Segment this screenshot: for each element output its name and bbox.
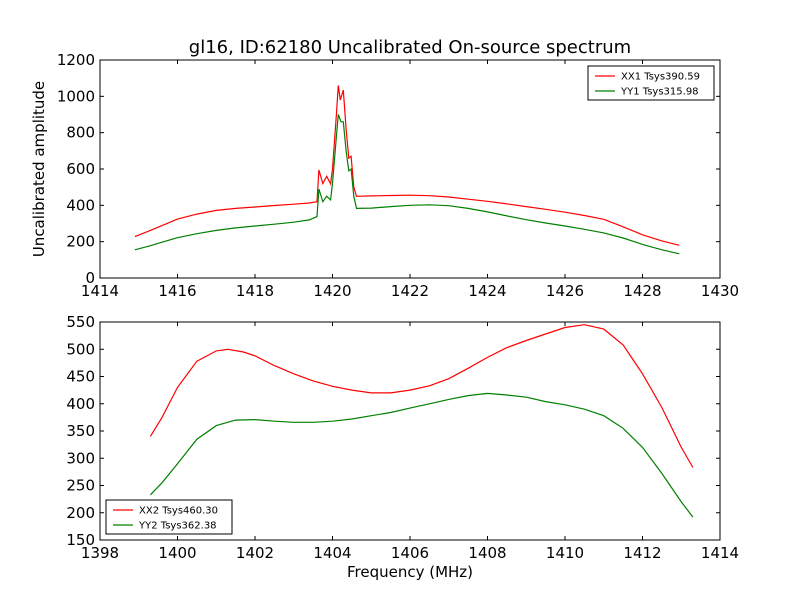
y-tick-label: 250 (66, 477, 95, 495)
series-line-xx1 (134, 85, 680, 246)
x-tick-label: 1422 (391, 282, 429, 300)
y-tick-label: 200 (66, 504, 95, 522)
x-tick-label: 1428 (623, 282, 661, 300)
legend-entry: XX1 Tsys390.59 (621, 72, 700, 83)
y-tick-label: 1000 (57, 87, 95, 105)
y-tick-label: 550 (66, 313, 95, 331)
series-line-yy1 (134, 114, 680, 255)
x-tick-label: 1400 (158, 544, 196, 562)
top-axes: 1414 1416 1418 1420 1422 1424 1426 1428 1430 0 200… (57, 51, 739, 300)
y-tick-label: 200 (66, 233, 95, 251)
legend-entry: XX2 Tsys460.30 (139, 506, 218, 517)
legend: XX1 Tsys390.59 YY1 Tsys315.98 (587, 65, 715, 101)
x-tick-label: 1424 (468, 282, 506, 300)
y-axis-label: Uncalibrated amplitude (30, 81, 48, 257)
legend: XX2 Tsys460.30 YY2 Tsys362.38 (105, 499, 233, 535)
x-tick-label: 1418 (236, 282, 274, 300)
y-tick-label: 150 (66, 531, 95, 549)
x-tick-label: 1404 (313, 544, 351, 562)
x-tick-label: 1416 (158, 282, 196, 300)
bottom-axes: 1398 1400 1402 1404 1406 1408 1410 1412 1414 150 2… (66, 313, 739, 562)
y-tick-label: 400 (66, 196, 95, 214)
x-tick-label: 1414 (81, 282, 119, 300)
y-tick-label: 400 (66, 395, 95, 413)
x-tick-label: 1406 (391, 544, 429, 562)
y-tick-label: 500 (66, 340, 95, 358)
x-tick-label: 1430 (701, 282, 739, 300)
x-tick-label: 1402 (236, 544, 274, 562)
x-tick-label: 1398 (81, 544, 119, 562)
y-tick-label: 800 (66, 124, 95, 142)
y-tick-label: 350 (66, 422, 95, 440)
x-tick-label: 1410 (546, 544, 584, 562)
x-tick-label: 1420 (313, 282, 351, 300)
y-tick-label: 1200 (57, 51, 95, 69)
chart-title: gl16, ID:62180 Uncalibrated On-source sp… (189, 37, 631, 58)
x-axis-label: Frequency (MHz) (347, 563, 473, 581)
legend-box (587, 65, 715, 101)
series-line-yy2 (149, 392, 694, 518)
legend-box (105, 499, 233, 535)
legend-entry: YY2 Tsys362.38 (138, 521, 217, 532)
x-tick-label: 1414 (701, 544, 739, 562)
x-tick-label: 1412 (623, 544, 661, 562)
x-tick-label: 1426 (546, 282, 584, 300)
y-tick-label: 600 (66, 160, 95, 178)
y-tick-label: 300 (66, 449, 95, 467)
legend-entry: YY1 Tsys315.98 (620, 87, 699, 98)
series-line-xx2 (149, 324, 694, 468)
x-tick-label: 1408 (468, 544, 506, 562)
y-tick-label: 0 (85, 269, 95, 287)
y-tick-label: 450 (66, 368, 95, 386)
